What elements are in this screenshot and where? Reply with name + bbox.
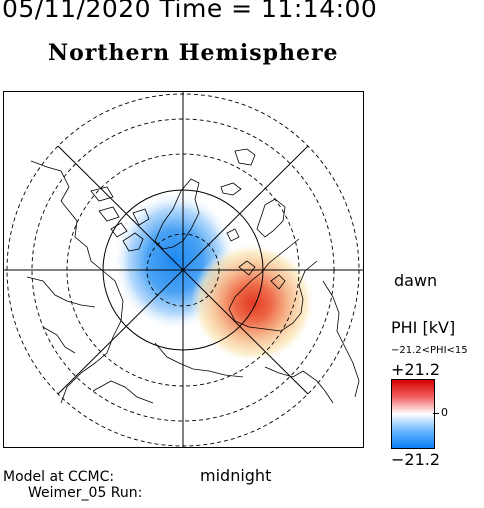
meridian-grid: [3, 91, 364, 448]
timestamp: 05/11/2020 Time = 11:14:00: [2, 0, 378, 23]
colorbar-range: −21.2<PHI<15: [391, 345, 468, 356]
model-credit-line2: Weimer_05 Run:: [28, 485, 143, 501]
coastlines: [26, 148, 360, 404]
colorbar-max-label: +21.2: [391, 360, 441, 379]
colorbar-zero-label: 0: [441, 406, 448, 419]
colorbar-zero-tick: [433, 413, 439, 414]
model-credit-line1: Model at CCMC:: [3, 469, 115, 485]
dawn-label: dawn: [394, 271, 438, 290]
colorbar-min-label: −21.2: [391, 450, 441, 469]
colorbar: [391, 379, 435, 449]
colorbar-title: PHI [kV]: [391, 318, 456, 337]
midnight-label: midnight: [200, 466, 272, 485]
positive-potential-cell: [191, 243, 315, 363]
map-frame: [3, 91, 364, 448]
polar-potential-map: [3, 91, 364, 448]
hemisphere-title: Northern Hemisphere: [48, 40, 339, 66]
